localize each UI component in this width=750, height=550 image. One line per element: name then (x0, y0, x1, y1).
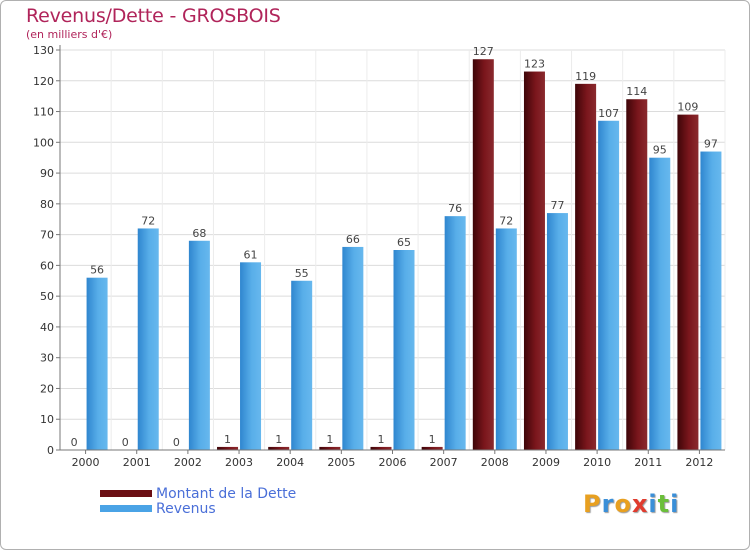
y-tick-label: 30 (40, 352, 54, 365)
data-label-revenus: 72 (141, 214, 155, 227)
y-tick-label: 110 (33, 106, 54, 119)
data-label-debt: 119 (575, 70, 596, 83)
data-label-debt: 127 (473, 45, 494, 58)
data-label-debt: 0 (71, 436, 78, 449)
logo-letter: t (657, 490, 671, 518)
proxiti-logo: Proxiti (583, 490, 679, 518)
bar-debt (319, 446, 341, 450)
bar-debt (626, 99, 648, 450)
chart-subtitle: (en milliers d'€) (26, 28, 113, 41)
data-label-revenus: 56 (90, 264, 104, 277)
y-tick-label: 20 (40, 382, 54, 395)
bar-debt (677, 114, 699, 450)
x-tick-label: 2007 (430, 456, 458, 469)
x-tick-label: 2004 (276, 456, 304, 469)
bar-revenus (649, 157, 671, 450)
x-tick-label: 2003 (225, 456, 253, 469)
bar-debt (421, 446, 443, 450)
data-label-debt: 114 (626, 85, 647, 98)
legend-swatch-debt (100, 490, 152, 497)
logo-letter: o (614, 490, 632, 518)
data-label-debt: 109 (677, 101, 698, 114)
bar-revenus (291, 280, 313, 450)
bar-revenus (86, 277, 108, 450)
bar-revenus (137, 228, 159, 450)
bar-debt (217, 446, 239, 450)
bar-debt (370, 446, 392, 450)
data-label-revenus: 107 (598, 107, 619, 120)
bar-revenus (342, 246, 364, 450)
x-tick-label: 2010 (583, 456, 611, 469)
bar-debt (472, 59, 494, 450)
x-tick-label: 2000 (72, 456, 100, 469)
x-tick-label: 2012 (685, 456, 713, 469)
data-label-debt: 1 (378, 433, 385, 446)
data-label-revenus: 72 (499, 214, 513, 227)
x-tick-label: 2009 (532, 456, 560, 469)
data-label-debt: 1 (224, 433, 231, 446)
data-label-revenus: 55 (295, 267, 309, 280)
bar-revenus (546, 213, 568, 450)
y-tick-label: 100 (33, 136, 54, 149)
data-label-debt: 1 (326, 433, 333, 446)
y-tick-label: 50 (40, 290, 54, 303)
y-tick-label: 40 (40, 321, 54, 334)
bar-revenus (444, 216, 466, 450)
bar-debt (268, 446, 290, 450)
data-label-debt: 123 (524, 58, 545, 71)
bar-revenus (700, 151, 722, 451)
y-tick-label: 120 (33, 75, 54, 88)
x-tick-label: 2005 (327, 456, 355, 469)
x-tick-label: 2002 (174, 456, 202, 469)
data-label-revenus: 97 (704, 138, 718, 151)
bar-revenus (393, 250, 415, 450)
bar-revenus (598, 120, 620, 451)
bar-revenus (188, 240, 210, 450)
bar-revenus (495, 228, 517, 450)
chart-title: Revenus/Dette - GROSBOIS (26, 5, 281, 27)
data-label-debt: 1 (429, 433, 436, 446)
grid-lines (59, 49, 726, 451)
logo-letter: P (583, 490, 602, 518)
data-label-revenus: 61 (244, 248, 258, 261)
data-label-revenus: 68 (192, 227, 206, 240)
legend-label-revenus: Revenus (156, 500, 216, 517)
y-tick-label: 10 (40, 413, 54, 426)
y-tick-label: 0 (47, 444, 54, 457)
x-tick-label: 2011 (634, 456, 662, 469)
bar-debt (575, 83, 597, 450)
data-label-revenus: 65 (397, 236, 411, 249)
y-tick-label: 130 (33, 44, 54, 57)
x-tick-label: 2008 (481, 456, 509, 469)
y-tick-label: 70 (40, 229, 54, 242)
legend-item-debt: Montant de la Dette (100, 485, 297, 502)
data-label-debt: 1 (275, 433, 282, 446)
logo-letter: i (648, 490, 658, 518)
legend-item-revenus: Revenus (100, 500, 296, 517)
x-tick-label: 2001 (123, 456, 151, 469)
data-labels: 0 56 0 72 0 68 1 61 1 55 1 66 1 65 1 76 127 72 123 77 119 107… (71, 45, 718, 449)
logo-letter: x (631, 490, 649, 518)
y-tick-label: 90 (40, 167, 54, 180)
legend-swatch-revenus (100, 505, 152, 512)
legend: Montant de la Dette Revenus (100, 485, 297, 517)
bar-debt (523, 71, 545, 451)
y-tick-label: 80 (40, 198, 54, 211)
logo-letter: r (601, 490, 615, 518)
data-label-debt: 0 (173, 436, 180, 449)
y-tick-label: 60 (40, 259, 54, 272)
logo-letter: i (670, 490, 680, 518)
bars (86, 59, 722, 451)
data-label-revenus: 66 (346, 233, 360, 246)
data-label-debt: 0 (122, 436, 129, 449)
x-tick-label: 2006 (379, 456, 407, 469)
data-label-revenus: 95 (653, 144, 667, 157)
legend-label-debt: Montant de la Dette (156, 485, 297, 502)
data-label-revenus: 76 (448, 202, 462, 215)
bar-revenus (240, 262, 262, 450)
data-label-revenus: 77 (550, 199, 564, 212)
